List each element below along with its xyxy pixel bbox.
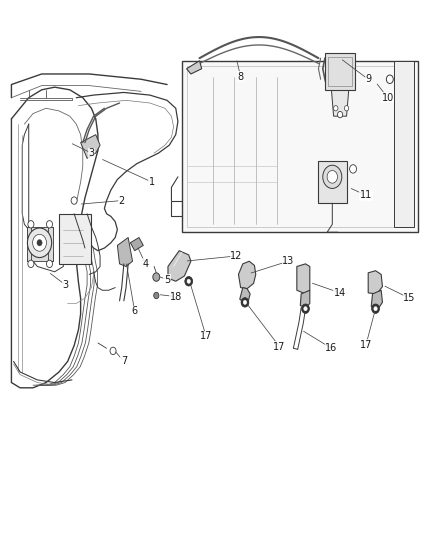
Text: 1: 1 [149,177,155,187]
Bar [59,214,92,264]
Text: 11: 11 [360,190,372,200]
Circle shape [302,304,309,313]
Circle shape [327,171,338,183]
Polygon shape [238,261,256,289]
Text: 13: 13 [282,256,294,266]
Circle shape [334,106,338,111]
Text: 15: 15 [403,293,416,303]
Circle shape [46,221,53,228]
Polygon shape [300,290,310,308]
Circle shape [37,240,42,246]
Circle shape [110,347,116,354]
Circle shape [386,75,393,84]
Circle shape [28,260,34,268]
Circle shape [241,298,248,306]
Polygon shape [240,288,250,302]
Circle shape [243,300,247,304]
Circle shape [32,235,46,251]
Circle shape [185,277,192,286]
Circle shape [71,197,77,204]
Circle shape [302,304,309,313]
Bar [328,57,352,86]
Circle shape [323,165,342,189]
Circle shape [350,165,357,173]
Circle shape [28,228,52,257]
Text: 17: 17 [360,340,372,350]
Polygon shape [27,227,53,235]
Polygon shape [168,251,191,281]
Circle shape [153,273,160,281]
Text: 3: 3 [88,148,95,158]
Polygon shape [117,238,133,266]
Bar [182,61,418,232]
Circle shape [28,221,34,228]
Polygon shape [48,227,53,261]
Polygon shape [368,271,382,294]
Text: 2: 2 [119,196,125,206]
Text: 4: 4 [142,259,148,269]
Bar [394,61,413,227]
Polygon shape [332,90,349,116]
Polygon shape [187,61,202,74]
Text: 14: 14 [334,288,346,298]
Polygon shape [371,290,382,309]
Circle shape [344,106,349,111]
Circle shape [154,292,159,298]
Text: 3: 3 [63,280,68,290]
Text: 5: 5 [164,274,170,285]
Polygon shape [318,161,346,203]
Circle shape [185,277,193,286]
Circle shape [187,279,191,284]
Polygon shape [131,238,143,251]
Polygon shape [27,227,31,261]
Circle shape [372,304,379,313]
Circle shape [372,304,379,313]
Circle shape [241,297,249,307]
Text: 6: 6 [131,306,138,316]
Polygon shape [27,253,53,261]
Text: 7: 7 [121,357,127,367]
Text: 17: 17 [200,331,212,341]
Circle shape [338,111,343,118]
Text: 8: 8 [237,71,244,82]
Text: 10: 10 [381,93,394,103]
Circle shape [46,260,53,268]
Text: 18: 18 [170,292,182,302]
Bar [325,53,355,90]
Text: 17: 17 [273,342,286,352]
Polygon shape [297,264,310,294]
Circle shape [374,306,377,311]
Text: 12: 12 [230,251,243,261]
Polygon shape [81,135,100,158]
Text: 9: 9 [365,74,371,84]
Text: 16: 16 [325,343,338,353]
Bar [187,66,413,227]
Circle shape [304,306,307,311]
